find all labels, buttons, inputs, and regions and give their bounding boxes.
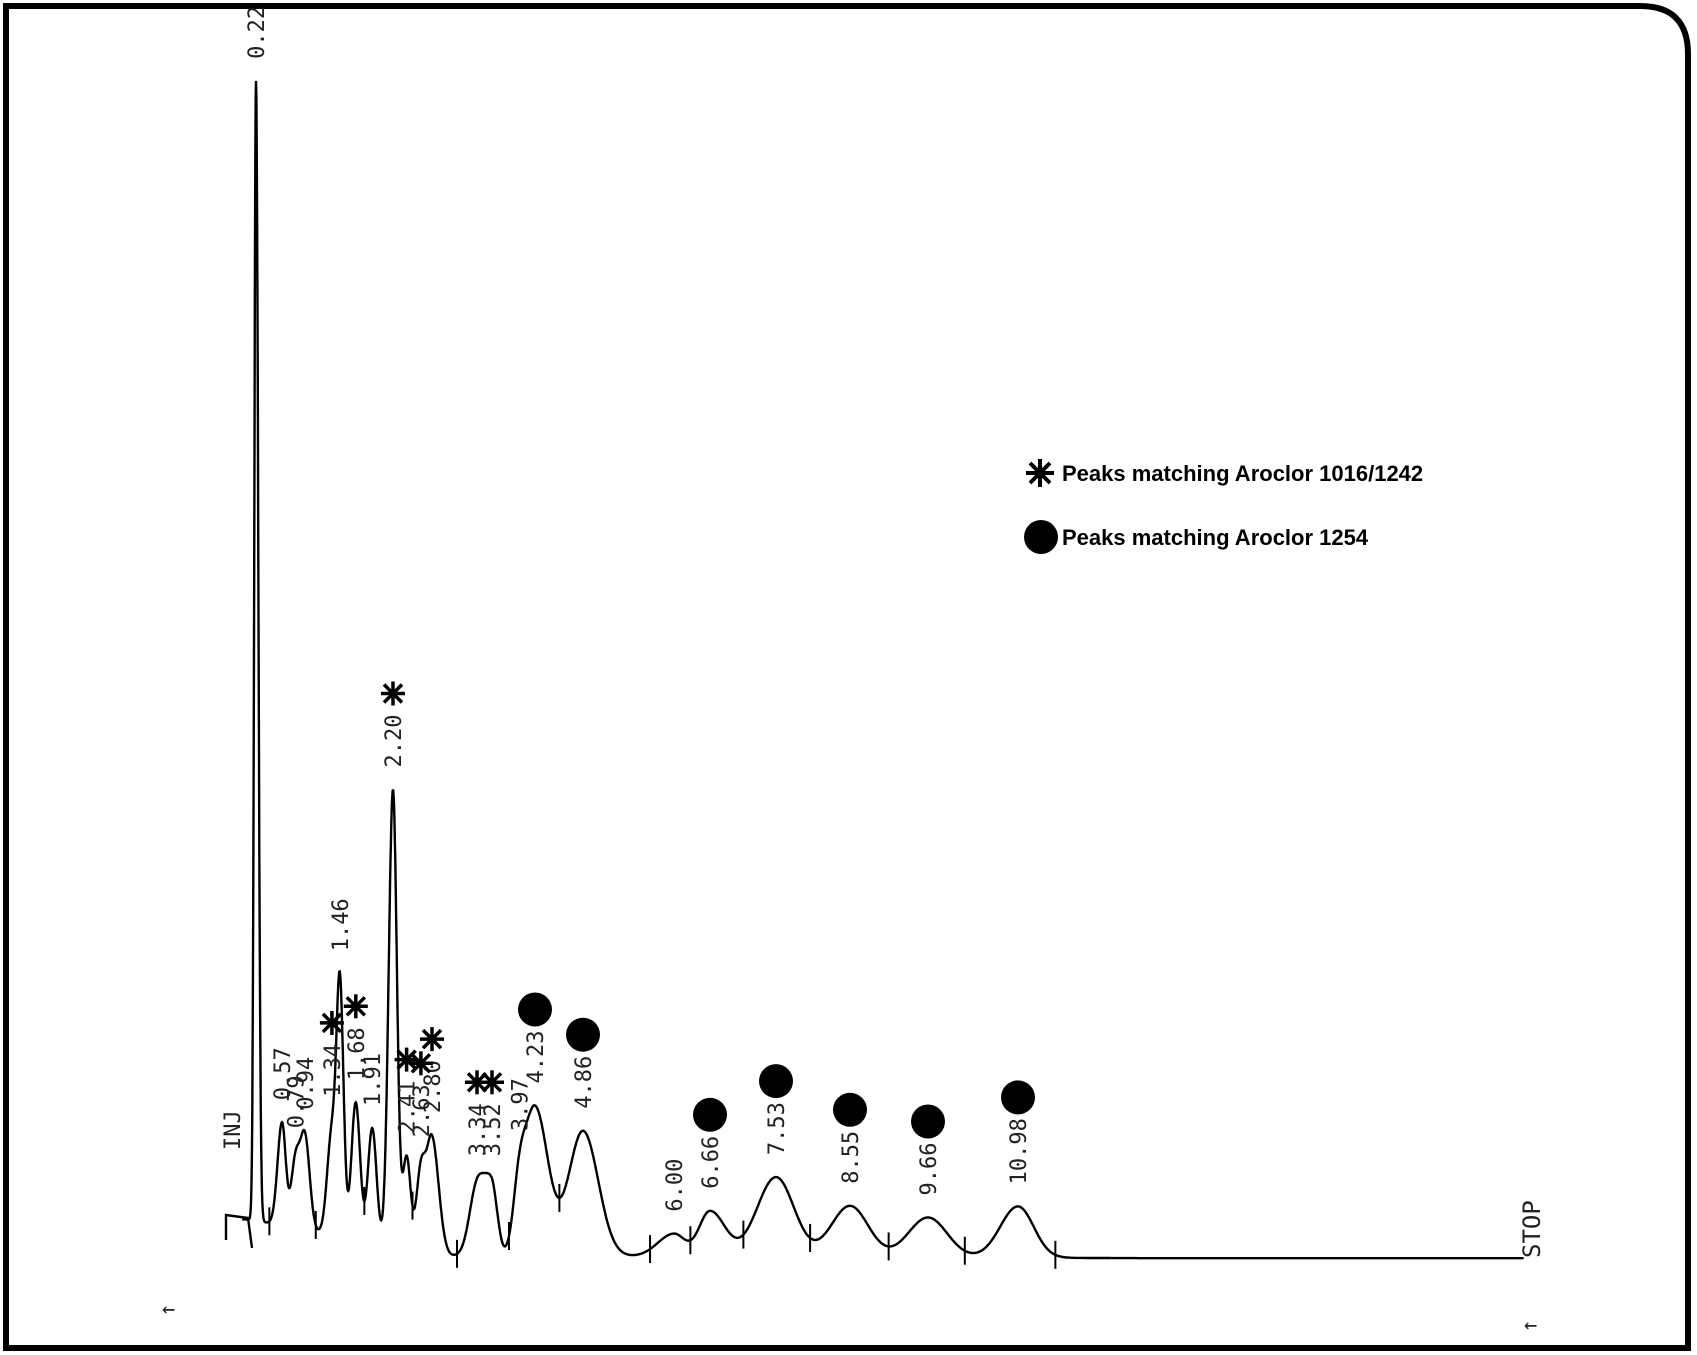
peak-asterisk-marker-13: [480, 1070, 504, 1095]
peak-label-0: 0.22: [245, 6, 270, 59]
peak-label-22: 10.98: [1007, 1118, 1032, 1184]
peak-labels: 0.22 0.570.790.94 1.34 1.46 1.681.91 2.20 2.41…: [245, 6, 1032, 1212]
stop-label: STOP: [1518, 1200, 1546, 1258]
peak-asterisk-marker-4: [319, 1010, 344, 1035]
chromatogram-trace: [242, 80, 1524, 1260]
page-border: [3, 3, 1691, 1351]
peak-dot-marker-20: [833, 1092, 867, 1127]
inject-label: INJ: [221, 1110, 246, 1150]
peak-label-20: 8.55: [839, 1131, 864, 1184]
peak-label-6: 1.68: [345, 1027, 370, 1080]
legend-asterisk-icon: [1026, 459, 1054, 487]
legend-label-1254: Peaks matching Aroclor 1254: [1062, 525, 1369, 550]
peak-label-7: 1.91: [361, 1053, 386, 1106]
peak-dot-marker-21: [911, 1104, 945, 1139]
pre-injection-trace: [224, 1213, 254, 1249]
plot-area: [224, 80, 1524, 1269]
peak-label-8: 2.20: [382, 715, 407, 768]
peak-asterisk-marker-9: [394, 1047, 419, 1072]
legend: Peaks matching Aroclor 1016/1242 Peaks m…: [1024, 459, 1423, 554]
peak-label-4: 1.34: [321, 1044, 346, 1097]
peak-label-18: 6.66: [699, 1136, 724, 1189]
peak-label-1: 0.57: [271, 1047, 296, 1100]
peak-label-2: 0.79: [285, 1075, 310, 1128]
peak-asterisk-marker-6: [343, 994, 368, 1019]
peak-label-3: 0.94: [294, 1057, 319, 1110]
peak-label-21: 9.66: [917, 1143, 942, 1196]
peak-label-16: 4.86: [572, 1056, 597, 1109]
peak-dot-marker-16: [566, 1017, 600, 1052]
peak-label-13: 3.52: [481, 1103, 506, 1156]
peak-asterisk-marker-10: [408, 1051, 433, 1076]
peak-markers: [319, 681, 1035, 1139]
peak-dot-marker-22: [1001, 1080, 1035, 1115]
peak-label-12: 3.34: [466, 1103, 491, 1156]
peak-label-17: 6.00: [663, 1159, 688, 1212]
peak-dot-marker-19: [759, 1064, 793, 1099]
start-arrow-icon: ←: [162, 1297, 175, 1322]
peak-label-14: 3.97: [508, 1078, 533, 1131]
peak-label-15: 4.23: [524, 1031, 549, 1084]
peak-label-5: 1.46: [329, 898, 354, 951]
peak-dot-marker-18: [693, 1097, 727, 1132]
peak-label-9: 2.41: [396, 1081, 421, 1134]
peak-label-19: 7.53: [765, 1102, 790, 1155]
peak-label-10: 2.63: [410, 1084, 435, 1137]
legend-dot-icon: [1024, 520, 1058, 554]
end-arrow-icon: ←: [1524, 1313, 1537, 1338]
peak-asterisk-marker-8: [381, 681, 405, 706]
peak-dot-marker-15: [518, 992, 552, 1027]
legend-label-1016-1242: Peaks matching Aroclor 1016/1242: [1062, 461, 1423, 486]
peak-asterisk-marker-11: [420, 1027, 444, 1052]
